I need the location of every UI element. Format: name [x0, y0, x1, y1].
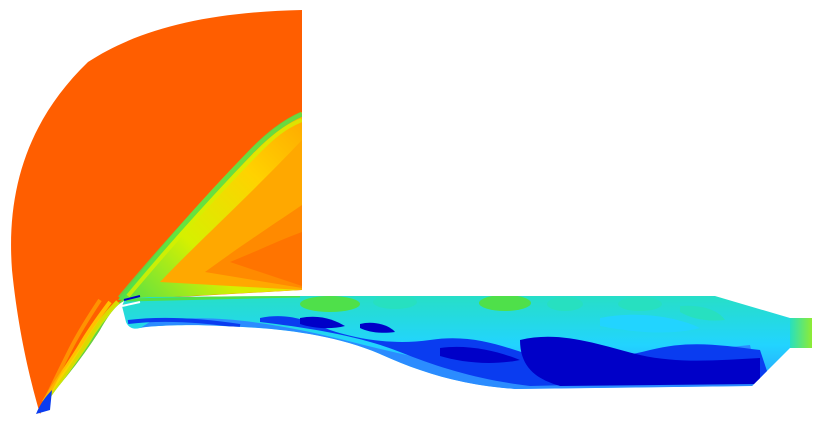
inlet-lip-edge [123, 295, 141, 301]
isolator-region [122, 296, 812, 389]
freestream-region [11, 10, 303, 414]
compression-region [40, 111, 303, 410]
lip-tip [36, 390, 52, 414]
inlet-lip-gap [121, 301, 141, 307]
